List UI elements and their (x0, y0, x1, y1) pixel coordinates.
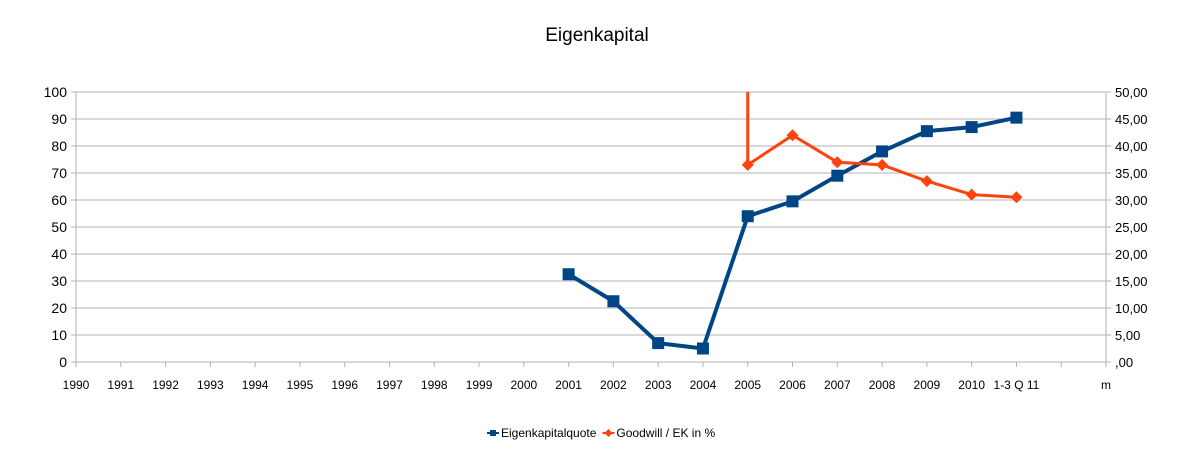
data-point (876, 145, 889, 158)
left-axis-tick-label: 100 (44, 84, 68, 100)
x-axis-tick-label: 1990 (63, 378, 90, 392)
legend-item-2: Goodwill / EK in % (602, 426, 715, 440)
left-axis-tick-label: 20 (51, 300, 67, 316)
legend-item-1: Eigenkapitalquote (487, 426, 597, 440)
data-point (786, 129, 799, 142)
x-axis-tick-label: 1995 (287, 378, 314, 392)
right-axis-tick-label: 5,00 (1115, 328, 1140, 343)
gridlines (76, 91, 1106, 363)
series-2 (741, 92, 1023, 204)
left-axis-tick-label: 70 (51, 165, 67, 181)
right-axis-tick-label: ,00 (1115, 355, 1133, 370)
data-point (562, 268, 575, 281)
right-axis-tick-label: 40,00 (1115, 139, 1148, 154)
legend-marker (604, 429, 613, 437)
x-axis-tick-label: 2003 (645, 378, 672, 392)
x-axis-tick-label: m (1101, 378, 1111, 392)
data-point (607, 295, 620, 308)
left-axis-tick-label: 10 (51, 327, 67, 343)
right-axis-tick-label: 15,00 (1115, 274, 1148, 289)
data-point (965, 188, 978, 201)
left-axis-tick-label: 30 (51, 273, 67, 289)
series-line-segment (611, 299, 661, 346)
right-axis-tick-label: 25,00 (1115, 220, 1148, 235)
x-axis-tick-label: 1992 (152, 378, 179, 392)
series-1 (562, 111, 1023, 355)
x-axis-tick-label: 1996 (331, 378, 358, 392)
series-line-segment (791, 133, 839, 164)
right-axis-tick-label: 10,00 (1115, 301, 1148, 316)
x-axis-tick-label: 1994 (242, 378, 269, 392)
data-point (741, 210, 754, 223)
series-line-segment (835, 160, 884, 167)
data-point (920, 175, 933, 188)
axes (71, 91, 1111, 367)
series-line-segment (790, 173, 840, 204)
series-line-segment (700, 214, 750, 351)
data-point (965, 121, 978, 134)
data-point (1010, 111, 1023, 124)
series-line-segment (746, 133, 795, 167)
x-axis-tick-label: 2007 (824, 378, 851, 392)
data-point (831, 169, 844, 182)
x-axis-tick-label: 2008 (869, 378, 896, 392)
series-line-segment (656, 341, 705, 351)
data-point (786, 195, 799, 208)
x-axis-tick-label: 2009 (914, 378, 941, 392)
legend-label: Eigenkapitalquote (501, 426, 597, 440)
x-axis-tick-label: 2001 (555, 378, 582, 392)
series-line-segment (745, 199, 795, 219)
left-axis-tick-label: 90 (51, 111, 67, 127)
right-axis-tick-label: 45,00 (1115, 112, 1148, 127)
x-axis-tick-label: 2010 (958, 378, 985, 392)
x-axis-tick-label: 2005 (734, 378, 761, 392)
data-point (652, 337, 665, 350)
x-axis-tick-label: 1993 (197, 378, 224, 392)
data-point (920, 125, 933, 138)
right-axis-tick-label: 20,00 (1115, 247, 1148, 262)
left-axis-tick-label: 0 (59, 354, 67, 370)
left-axis-tick-label: 60 (51, 192, 67, 208)
legend: Eigenkapitalquote Goodwill / EK in % (487, 426, 715, 440)
legend-label: Goodwill / EK in % (616, 426, 715, 440)
x-axis-tick-label: 1997 (376, 378, 403, 392)
legend-marker (490, 430, 496, 436)
data-point (876, 158, 889, 171)
left-axis-tick-label: 50 (51, 219, 67, 235)
x-axis-tick-label: 1999 (466, 378, 493, 392)
x-axis-tick-label: 2006 (779, 378, 806, 392)
series (562, 92, 1023, 355)
right-axis-tick-label: 50,00 (1115, 85, 1148, 100)
right-axis-tick-label: 30,00 (1115, 193, 1148, 208)
data-point (696, 342, 709, 355)
x-axis-tick-label: 2002 (600, 378, 627, 392)
series-line-segment (925, 179, 974, 197)
x-axis-tick-labels: 1990 1991 1992 1993 1994 1995 1996 1997 1998 1999… (63, 378, 1111, 392)
series-line-segment (880, 129, 929, 154)
series-line-segment (969, 115, 1019, 130)
data-point (741, 158, 754, 171)
data-point (1010, 191, 1023, 204)
x-axis-tick-label: 1991 (107, 378, 134, 392)
left-axis-tick-label: 40 (51, 246, 67, 262)
right-axis-tick-labels: ,00 5,00 10,00 15,00 20,00 25,00 30,00 35,00 40,… (1115, 85, 1148, 370)
left-axis-tick-label: 80 (51, 138, 67, 154)
series-line-segment (566, 272, 616, 304)
series-line-segment (924, 125, 974, 134)
x-axis-tick-label: 1-3 Q 11 (994, 378, 1040, 392)
x-axis-tick-label: 2000 (510, 378, 537, 392)
chart-title: Eigenkapital (545, 25, 649, 46)
x-axis-tick-label: 2004 (690, 378, 717, 392)
left-axis-tick-labels: 0 10 20 30 40 50 60 70 80 90 100 (44, 84, 68, 370)
right-axis-tick-label: 35,00 (1115, 166, 1148, 181)
series-line-segment (970, 193, 1018, 199)
series-line-segment (880, 163, 929, 183)
x-axis-tick-label: 1998 (421, 378, 448, 392)
data-point (831, 156, 844, 169)
